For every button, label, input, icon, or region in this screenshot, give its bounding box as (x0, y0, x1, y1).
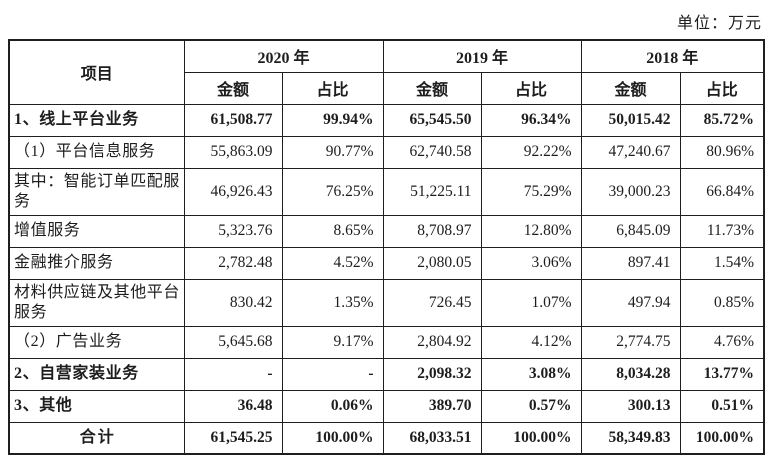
year-header: 2020 年 (183, 39, 384, 73)
revenue-breakdown-table: 项目 2020 年 2019 年 2018 年金额 占比 金额 占比 金额 占比 1、线上平台业… (8, 39, 766, 455)
amount-cell: 55,863.09 (183, 135, 283, 169)
unit-label: 单位：万元 (676, 15, 762, 32)
row-label: 其中：智能订单匹配服务 (8, 167, 185, 216)
amount-cell: 897.41 (580, 246, 681, 280)
table-row: 1、线上平台业务 61,508.77 99.94% 65,545.50 96.34% 50… (8, 103, 765, 137)
amount-cell: 2,774.75 (580, 325, 681, 359)
amount-cell: 47,240.67 (580, 135, 681, 169)
table-row: 其中：智能订单匹配服务 46,926.43 76.25% 51,225.11 75.29… (8, 167, 765, 216)
amount-cell: 8,708.97 (382, 214, 482, 248)
ratio-cell: 11.73% (679, 214, 765, 248)
ratio-cell: 4.76% (679, 325, 765, 359)
amount-cell: 5,323.76 (183, 214, 283, 248)
amount-cell: 39,000.23 (580, 167, 681, 216)
ratio-cell: 0.85% (679, 278, 765, 327)
ratio-cell: 90.77% (281, 135, 384, 169)
ratio-cell: 4.12% (480, 325, 582, 359)
ratio-cell: - (281, 357, 384, 391)
table-row: 增值服务 5,323.76 8.65% 8,708.97 12.80% 6,845.09 1… (8, 214, 765, 248)
item-column-header: 项目 (8, 39, 185, 105)
ratio-header: 占比 (480, 71, 582, 105)
amount-cell: 2,080.05 (382, 246, 482, 280)
ratio-cell: 9.17% (281, 325, 384, 359)
amount-cell: 36.48 (183, 389, 283, 423)
ratio-header: 占比 (281, 71, 384, 105)
table-body: 1、线上平台业务 61,508.77 99.94% 65,545.50 96.34% 50… (8, 103, 765, 455)
ratio-cell: 66.84% (679, 167, 765, 216)
amount-cell: 65,545.50 (382, 103, 482, 137)
amount-cell: 62,740.58 (382, 135, 482, 169)
row-label: 1、线上平台业务 (8, 103, 185, 137)
ratio-header: 占比 (679, 71, 765, 105)
ratio-cell: 100.00% (281, 421, 384, 455)
table-row: 2、自营家装业务 - -2,098.32 3.08% 8,034.28 13.77% (8, 357, 765, 391)
ratio-cell: 3.06% (480, 246, 582, 280)
ratio-cell: 13.77% (679, 357, 765, 391)
amount-header: 金额 (183, 71, 283, 105)
ratio-cell: 1.35% (281, 278, 384, 327)
amount-cell: 6,845.09 (580, 214, 681, 248)
amount-cell: 300.13 (580, 389, 681, 423)
amount-cell: 61,545.25 (183, 421, 283, 455)
ratio-cell: 96.34% (480, 103, 582, 137)
ratio-cell: 4.52% (281, 246, 384, 280)
row-label: （1）平台信息服务 (8, 135, 185, 169)
amount-cell: 51,225.11 (382, 167, 482, 216)
amount-cell: 2,804.92 (382, 325, 482, 359)
ratio-cell: 75.29% (480, 167, 582, 216)
row-label: 材料供应链及其他平台服务 (8, 278, 185, 327)
ratio-cell: 85.72% (679, 103, 765, 137)
amount-cell: 726.45 (382, 278, 482, 327)
row-label: 2、自营家装业务 (8, 357, 185, 391)
row-label: 金融推介服务 (8, 246, 185, 280)
amount-cell: - (183, 357, 283, 391)
amount-cell: 389.70 (382, 389, 482, 423)
table-row: 合计 61,545.25 100.00% 68,033.51 100.00% 58,349… (8, 421, 765, 455)
amount-cell: 68,033.51 (382, 421, 482, 455)
amount-cell: 5,645.68 (183, 325, 283, 359)
ratio-cell: 3.08% (480, 357, 582, 391)
ratio-cell: 1.07% (480, 278, 582, 327)
table-header: 项目 2020 年 2019 年 2018 年金额 占比 金额 占比 金额 占比 (8, 39, 765, 105)
table-row: 金融推介服务 2,782.48 4.52% 2,080.05 3.06% 897.41 1.… (8, 246, 765, 280)
amount-header: 金额 (580, 71, 681, 105)
amount-cell: 8,034.28 (580, 357, 681, 391)
year-header: 2018 年 (580, 39, 765, 73)
row-label: 增值服务 (8, 214, 185, 248)
ratio-cell: 1.54% (679, 246, 765, 280)
ratio-cell: 0.06% (281, 389, 384, 423)
ratio-cell: 76.25% (281, 167, 384, 216)
amount-cell: 50,015.42 (580, 103, 681, 137)
ratio-cell: 99.94% (281, 103, 384, 137)
ratio-cell: 8.65% (281, 214, 384, 248)
table-row: 3、其他 36.48 0.06% 389.70 0.57% 300.13 0.51% (8, 389, 765, 423)
amount-cell: 61,508.77 (183, 103, 283, 137)
row-label: （2）广告业务 (8, 325, 185, 359)
amount-cell: 46,926.43 (183, 167, 283, 216)
ratio-cell: 92.22% (480, 135, 582, 169)
table-row: 材料供应链及其他平台服务 830.42 1.35% 726.45 1.07% 497.94… (8, 278, 765, 327)
amount-header: 金额 (382, 71, 482, 105)
row-label: 合计 (8, 421, 185, 455)
amount-cell: 2,098.32 (382, 357, 482, 391)
ratio-cell: 100.00% (480, 421, 582, 455)
amount-cell: 2,782.48 (183, 246, 283, 280)
ratio-cell: 0.57% (480, 389, 582, 423)
row-label: 3、其他 (8, 389, 185, 423)
ratio-cell: 80.96% (679, 135, 765, 169)
amount-cell: 497.94 (580, 278, 681, 327)
table-row: （1）平台信息服务 55,863.09 90.77% 62,740.58 92.22% 4… (8, 135, 765, 169)
ratio-cell: 100.00% (679, 421, 765, 455)
table-row: （2）广告业务 5,645.68 9.17% 2,804.92 4.12% 2,774.7… (8, 325, 765, 359)
amount-cell: 58,349.83 (580, 421, 681, 455)
year-header: 2019 年 (382, 39, 582, 73)
ratio-cell: 12.80% (480, 214, 582, 248)
ratio-cell: 0.51% (679, 389, 765, 423)
amount-cell: 830.42 (183, 278, 283, 327)
